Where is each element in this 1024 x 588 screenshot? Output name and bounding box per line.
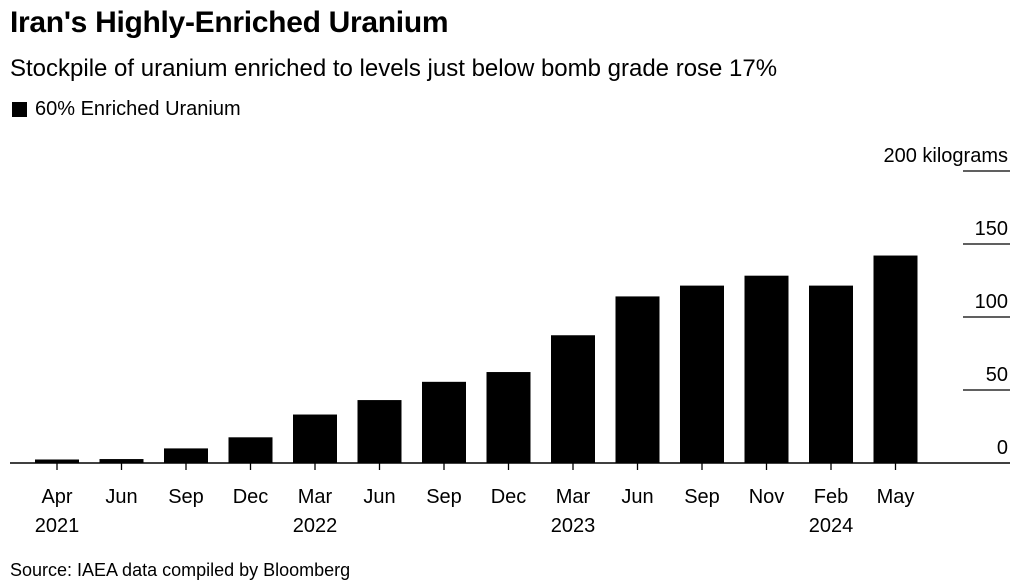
x-tick-label-year: 2024 [809,515,854,537]
chart-title: Iran's Highly-Enriched Uranium [10,6,449,39]
source-note: Source: IAEA data compiled by Bloomberg [10,560,351,580]
x-tick-label-month: Jun [105,486,137,508]
y-tick-label: 150 [975,218,1008,240]
legend-label: 60% Enriched Uranium [35,98,241,120]
x-tick-label-month: Dec [233,486,269,508]
bar [164,448,208,463]
y-tick-label: 0 [997,437,1008,459]
x-tick-label-month: Mar [298,486,333,508]
bar [744,275,789,463]
x-tick-label-month: Mar [556,486,591,508]
x-tick-label-month: May [877,486,915,508]
bar [35,459,79,463]
x-tick-label-month: Feb [814,486,848,508]
x-tick-label-month: Apr [41,486,72,508]
legend-swatch [12,102,27,117]
y-tick-label: 100 [975,291,1008,313]
bar [615,296,660,463]
x-tick-label-month: Dec [491,486,527,508]
x-tick-label-month: Jun [621,486,653,508]
bar [486,372,531,463]
bar [809,285,853,463]
y-tick-label: 50 [986,364,1008,386]
x-tick-label-month: Nov [749,486,785,508]
legend: 60% Enriched Uranium [12,98,241,121]
bar [551,335,595,463]
bar [99,459,144,463]
x-tick-label-month: Sep [684,486,720,508]
bar [873,255,918,463]
x-tick-label-year: 2021 [35,515,80,537]
y-tick-label: 200 kilograms [883,145,1008,167]
bar [680,285,724,463]
bar [228,437,273,463]
bar [357,400,402,463]
bar [293,414,337,463]
x-tick-label-year: 2023 [551,515,596,537]
x-tick-label-month: Sep [426,486,462,508]
bar [422,381,466,463]
x-tick-label-month: Jun [363,486,395,508]
chart-subtitle: Stockpile of uranium enriched to levels … [10,55,778,82]
x-tick-label-year: 2022 [293,515,338,537]
x-tick-label-month: Sep [168,486,204,508]
